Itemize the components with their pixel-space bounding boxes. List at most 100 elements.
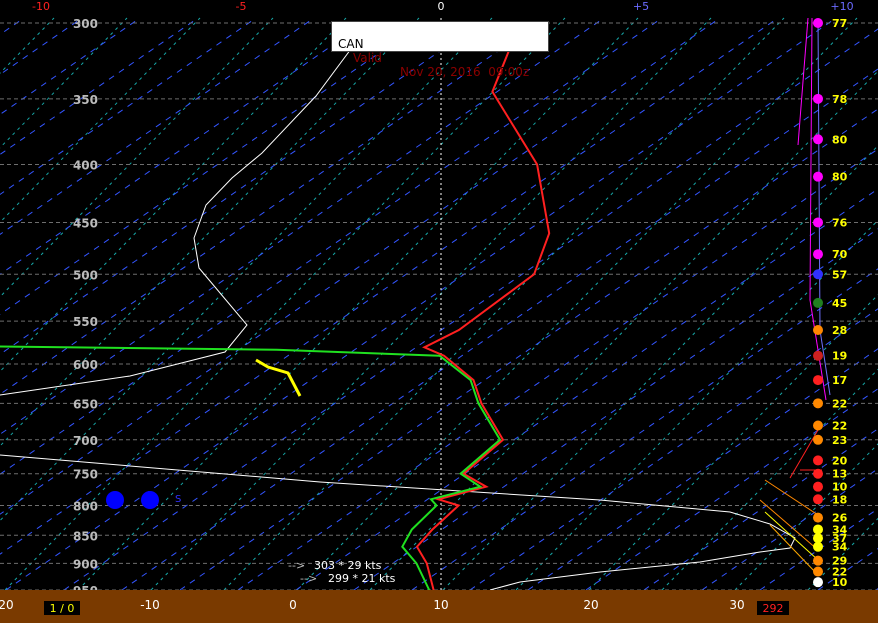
wet-bulb-highlight xyxy=(255,358,302,397)
wind-speed-label-935: 10 xyxy=(832,576,848,589)
isobar-lines xyxy=(0,22,878,591)
storm-motion-label: S xyxy=(175,494,181,505)
dry-adiabat xyxy=(643,428,878,591)
wind-marker-560 xyxy=(813,325,823,336)
moist-adiabat xyxy=(223,17,785,591)
dry-adiabat xyxy=(0,17,141,116)
top-tick-label: +10 xyxy=(830,0,853,13)
bottom-tick-label: 20 xyxy=(0,598,14,612)
wind-marker-915 xyxy=(813,566,823,577)
dry-adiabat xyxy=(701,468,878,591)
pressure-label-300: 300 xyxy=(73,17,98,31)
dry-adiabat xyxy=(0,17,547,395)
top-tick-label: -5 xyxy=(236,0,247,13)
wind-speed-label-870: 34 xyxy=(832,541,848,554)
wind-marker-450 xyxy=(813,217,823,228)
wind-speed-label-620: 17 xyxy=(832,374,847,387)
moist-adiabat xyxy=(442,144,878,591)
wind-marker-380 xyxy=(813,134,823,145)
dry-adiabat xyxy=(0,17,721,515)
storm-motion-arrow-2: --> xyxy=(300,572,317,585)
pressure-axis-labels: 3003504004505005506006507007508008509009… xyxy=(73,17,98,598)
right-readout-box xyxy=(757,601,789,615)
wind-marker-530 xyxy=(813,297,823,308)
wind-speed-label-500: 57 xyxy=(832,268,847,281)
pressure-label-350: 350 xyxy=(73,93,98,107)
dry-adiabat xyxy=(0,17,199,156)
pressure-label-600: 600 xyxy=(73,358,98,372)
dry-adiabat xyxy=(0,17,83,76)
wind-marker-300 xyxy=(813,18,823,28)
wind-speed-label-840: 34 xyxy=(832,523,848,536)
wind-speed-label-530: 45 xyxy=(832,297,847,310)
pressure-label-800: 800 xyxy=(73,499,98,513)
wind-speed-label-750: 13 xyxy=(832,468,847,481)
wind-speed-label-560: 28 xyxy=(832,324,847,337)
dry-adiabat xyxy=(353,228,878,591)
bottom-tick-label: 0 xyxy=(289,598,297,612)
moist-adiabat xyxy=(661,368,878,591)
wind-speed-label-770: 10 xyxy=(832,481,848,494)
wind-marker-870 xyxy=(813,541,823,552)
valid-label: Valid xyxy=(353,51,382,65)
top-tick-label: +5 xyxy=(633,0,649,13)
wind-speed-label-300: 77 xyxy=(832,17,847,30)
moist-adiabat xyxy=(0,17,55,74)
wind-marker-820 xyxy=(813,512,823,523)
wind-speed-label-450: 76 xyxy=(832,216,848,229)
wind-speed-label-480: 70 xyxy=(832,248,848,261)
bottom-tick-label: 30 xyxy=(729,598,744,612)
dry-adiabat xyxy=(237,148,878,591)
wind-marker-935 xyxy=(813,577,823,588)
top-axis: -10 -5 0 +5 +10 xyxy=(32,0,854,13)
dry-adiabat xyxy=(469,308,878,591)
pressure-label-500: 500 xyxy=(73,268,98,282)
wind-speed-label-650: 22 xyxy=(832,397,847,410)
wind-marker-790 xyxy=(813,494,823,505)
moist-adiabat xyxy=(588,294,878,591)
model-label: NAM xyxy=(388,51,416,65)
moist-adiabat xyxy=(0,17,493,522)
left-readout-box xyxy=(44,601,80,615)
pressure-label-900: 900 xyxy=(73,557,98,571)
temperature-line xyxy=(415,22,551,591)
storm-motion-readout-1: 303 * 29 kts xyxy=(314,559,382,572)
moist-adiabat xyxy=(0,17,274,298)
dry-adiabat xyxy=(0,17,373,275)
dry-adiabat xyxy=(0,17,25,36)
dewpoint-line xyxy=(0,345,502,591)
wind-marker-410 xyxy=(813,171,823,182)
wind-speed-label-895: 29 xyxy=(832,555,847,568)
moist-adiabat xyxy=(0,17,347,373)
wind-speed-label-680: 22 xyxy=(832,420,847,433)
pressure-label-400: 400 xyxy=(73,159,98,173)
ground-bar xyxy=(0,590,878,623)
wind-speed-label-590: 19 xyxy=(832,350,847,363)
wind-marker-650 xyxy=(813,398,823,409)
pressure-label-550: 550 xyxy=(73,315,98,329)
left-readout: 1 / 0 xyxy=(50,602,75,615)
parcel-trace-lower xyxy=(0,454,796,591)
moist-adiabat xyxy=(0,17,420,447)
bottom-axis: 20 -10 0 10 20 30 xyxy=(0,598,745,612)
dry-adiabat xyxy=(0,17,489,355)
pressure-label-450: 450 xyxy=(73,216,98,230)
dry-adiabat xyxy=(411,268,878,591)
storm-motion-readout-2: 299 * 21 kts xyxy=(328,572,396,585)
pressure-label-750: 750 xyxy=(73,468,98,482)
bottom-tick-label: 20 xyxy=(583,598,598,612)
wind-speed-label-820: 26 xyxy=(832,512,848,525)
moist-adiabat xyxy=(515,219,878,591)
model-run-header: CAN NAM Nov 18, 2016 12z Valid Nov 20, 2… xyxy=(331,21,559,79)
moist-adiabats xyxy=(0,17,878,591)
dry-adiabat xyxy=(179,108,878,591)
dry-adiabat xyxy=(0,17,257,196)
wind-speed-label-350: 78 xyxy=(832,93,847,106)
dry-adiabat xyxy=(295,188,878,591)
moist-adiabat xyxy=(77,17,639,591)
dry-adiabat xyxy=(0,17,663,475)
wind-speed-label-410: 80 xyxy=(832,171,848,184)
wind-marker-590 xyxy=(813,350,823,361)
wind-marker-480 xyxy=(813,249,823,260)
